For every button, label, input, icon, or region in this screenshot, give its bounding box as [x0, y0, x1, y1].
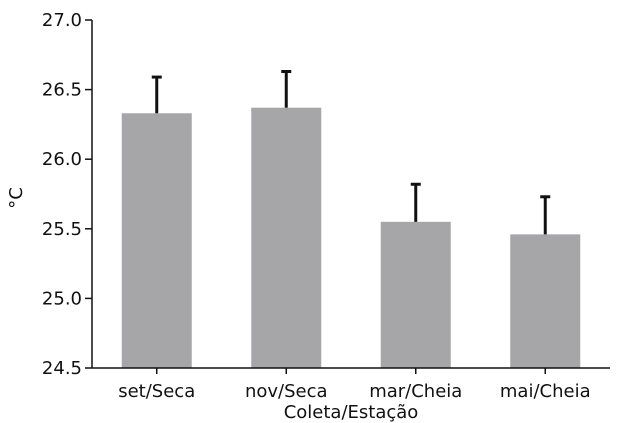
- bar-3: [380, 221, 451, 368]
- bar-2: [251, 107, 322, 369]
- y-ticks: 24.5 25.0 25.5 26.0 26.5 27.0: [42, 10, 92, 379]
- error-bars-layer: [151, 70, 551, 235]
- x-axis-title: Coleta/Estação: [284, 402, 419, 423]
- bar-4: [510, 234, 581, 368]
- x-tick-label-4: mai/Cheia: [500, 381, 591, 402]
- axes-layer: [91, 20, 610, 369]
- x-tick-label-3: mar/Cheia: [369, 381, 462, 402]
- bars-layer: [121, 107, 581, 369]
- y-tick-label-5: 26.5: [42, 80, 82, 101]
- y-tick-label-2: 25.0: [42, 288, 82, 309]
- x-tick-label-2: nov/Seca: [245, 381, 328, 402]
- y-tick-label-3: 25.5: [42, 219, 82, 240]
- x-ticks: set/Seca nov/Seca mar/Cheia mai/Cheia: [118, 368, 591, 402]
- bar-1: [121, 113, 192, 368]
- y-tick-label-1: 24.5: [42, 358, 82, 379]
- y-tick-label-6: 27.0: [42, 10, 82, 31]
- y-axis-title: °C: [6, 187, 27, 209]
- x-tick-label-1: set/Seca: [118, 381, 195, 402]
- y-tick-label-4: 26.0: [42, 149, 82, 170]
